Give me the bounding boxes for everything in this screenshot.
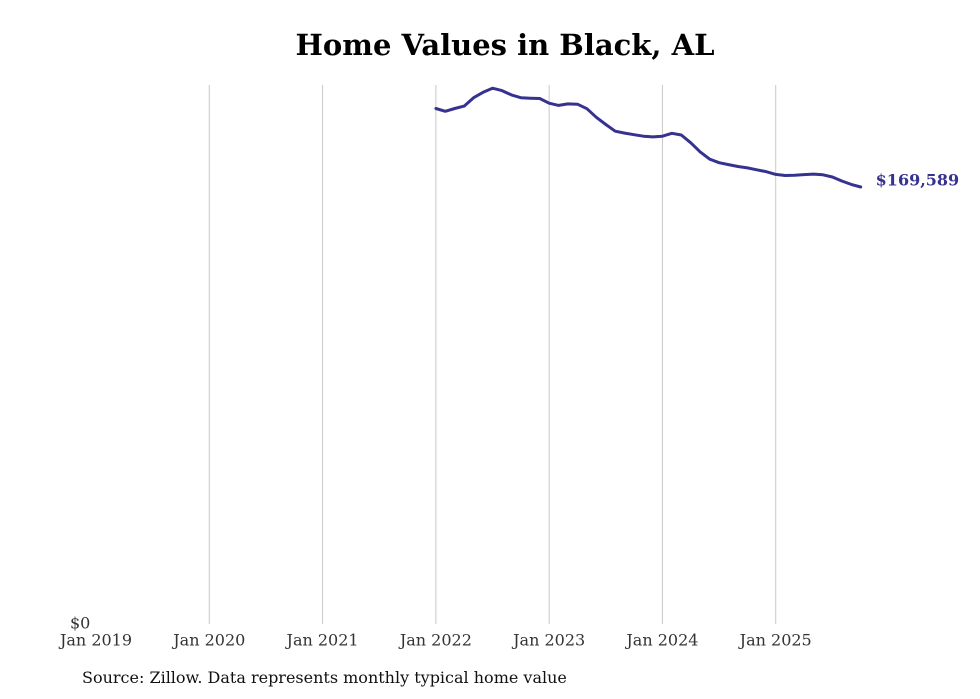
x-tick-label-1: Jan 2020	[171, 631, 245, 650]
x-tick-label-4: Jan 2023	[511, 631, 585, 650]
x-tick-label-5: Jan 2024	[624, 631, 698, 650]
x-tick-label-3: Jan 2022	[398, 631, 472, 650]
source-note: Source: Zillow. Data represents monthly …	[82, 668, 567, 687]
x-tick-label-2: Jan 2021	[285, 631, 359, 650]
y-tick-label-0: $0	[70, 614, 90, 633]
chart-title: Home Values in Black, AL	[295, 28, 715, 62]
series-line-0	[434, 86, 863, 189]
series-end-label-0: $169,589	[876, 171, 960, 190]
x-tick-label-0: Jan 2019	[58, 631, 132, 650]
x-tick-label-6: Jan 2025	[738, 631, 812, 650]
